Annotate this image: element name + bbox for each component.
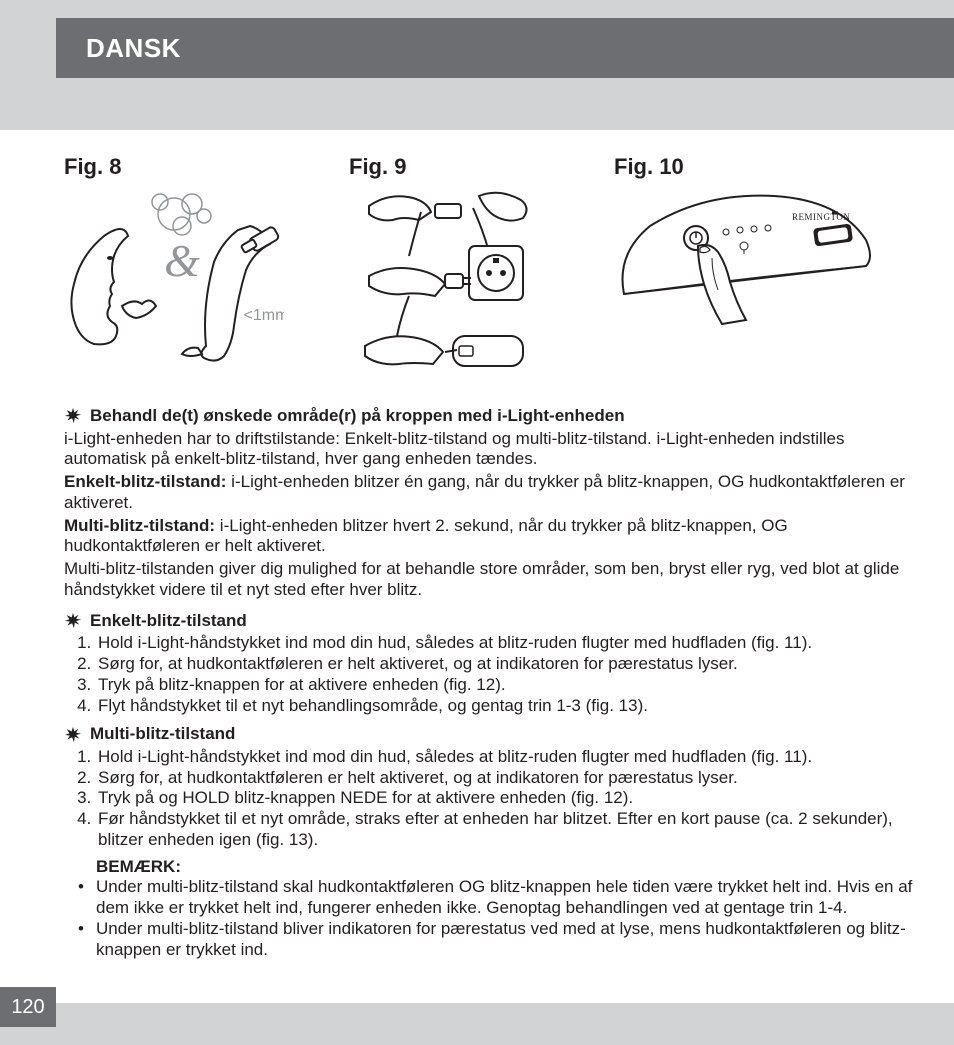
treat-heading-row: Behandl de(t) ønskede område(r) på kropp…: [64, 406, 914, 427]
single-step-4: Flyt håndstykket til et nyt behandlingso…: [96, 696, 914, 717]
figure-10-illustration: REMINGTON: [614, 186, 874, 326]
multi-note-1: Under multi-blitz-tilstand skal hudkonta…: [78, 877, 914, 918]
single-mode-line: Enkelt-blitz-tilstand: i-Light-enheden b…: [64, 472, 914, 513]
language-title-bar: DANSK: [56, 18, 954, 78]
figure-8-illustration: & <1mm: [64, 186, 284, 366]
single-mode-label: Enkelt-blitz-tilstand:: [64, 472, 226, 491]
single-step-2: Sørg for, at hudkontaktføleren er helt a…: [96, 654, 914, 675]
multi-step-3: Tryk på og HOLD blitz-knappen NEDE for a…: [96, 788, 914, 809]
treat-p1: i-Light-enheden har to driftstilstande: …: [64, 429, 914, 470]
page-number: 120: [11, 996, 44, 1019]
burst-icon: [64, 407, 82, 425]
page-content: Fig. 8 &: [0, 130, 954, 1003]
single-step-3: Tryk på blitz-knappen for at aktivere en…: [96, 675, 914, 696]
body-text: Behandl de(t) ønskede område(r) på kropp…: [64, 406, 914, 960]
figure-10-label: Fig. 10: [614, 154, 874, 180]
note-label: BEMÆRK:: [96, 857, 914, 878]
single-step-1: Hold i-Light-håndstykket ind mod din hud…: [96, 633, 914, 654]
ampersand-icon: &: [164, 235, 200, 286]
burst-icon: [64, 612, 82, 630]
figure-8: Fig. 8 &: [64, 154, 284, 366]
multi-mode-label: Multi-blitz-tilstand:: [64, 516, 215, 535]
single-heading-row: Enkelt-blitz-tilstand: [64, 611, 914, 632]
multi-notes: Under multi-blitz-tilstand skal hudkonta…: [64, 877, 914, 960]
manual-page: DANSK Fig. 8: [0, 0, 954, 1045]
single-heading: Enkelt-blitz-tilstand: [90, 611, 247, 632]
multi-mode-line: Multi-blitz-tilstand: i-Light-enheden bl…: [64, 516, 914, 557]
figure-9: Fig. 9: [349, 154, 549, 376]
multi-note-2: Under multi-blitz-tilstand bliver indika…: [78, 919, 914, 960]
treat-p2: Multi-blitz-tilstanden giver dig mulighe…: [64, 559, 914, 600]
figure-row: Fig. 8 &: [64, 154, 914, 376]
multi-heading: Multi-blitz-tilstand: [90, 724, 235, 745]
length-caption: <1mm: [244, 307, 284, 324]
language-label: DANSK: [86, 33, 181, 64]
multi-step-1: Hold i-Light-håndstykket ind mod din hud…: [96, 747, 914, 768]
multi-step-2: Sørg for, at hudkontaktføleren er helt a…: [96, 768, 914, 789]
burst-icon: [64, 726, 82, 744]
multi-step-4: Før håndstykket til et nyt område, strak…: [96, 809, 914, 850]
figure-9-label: Fig. 9: [349, 154, 549, 180]
multi-heading-row: Multi-blitz-tilstand: [64, 724, 914, 745]
single-steps: Hold i-Light-håndstykket ind mod din hud…: [64, 633, 914, 716]
brand-label: REMINGTON: [792, 212, 850, 222]
page-number-box: 120: [0, 987, 56, 1027]
figure-10: Fig. 10 REMINGTON: [614, 154, 874, 326]
figure-9-illustration: [349, 186, 549, 376]
treat-heading: Behandl de(t) ønskede område(r) på kropp…: [90, 406, 625, 427]
figure-8-label: Fig. 8: [64, 154, 284, 180]
multi-steps: Hold i-Light-håndstykket ind mod din hud…: [64, 747, 914, 851]
